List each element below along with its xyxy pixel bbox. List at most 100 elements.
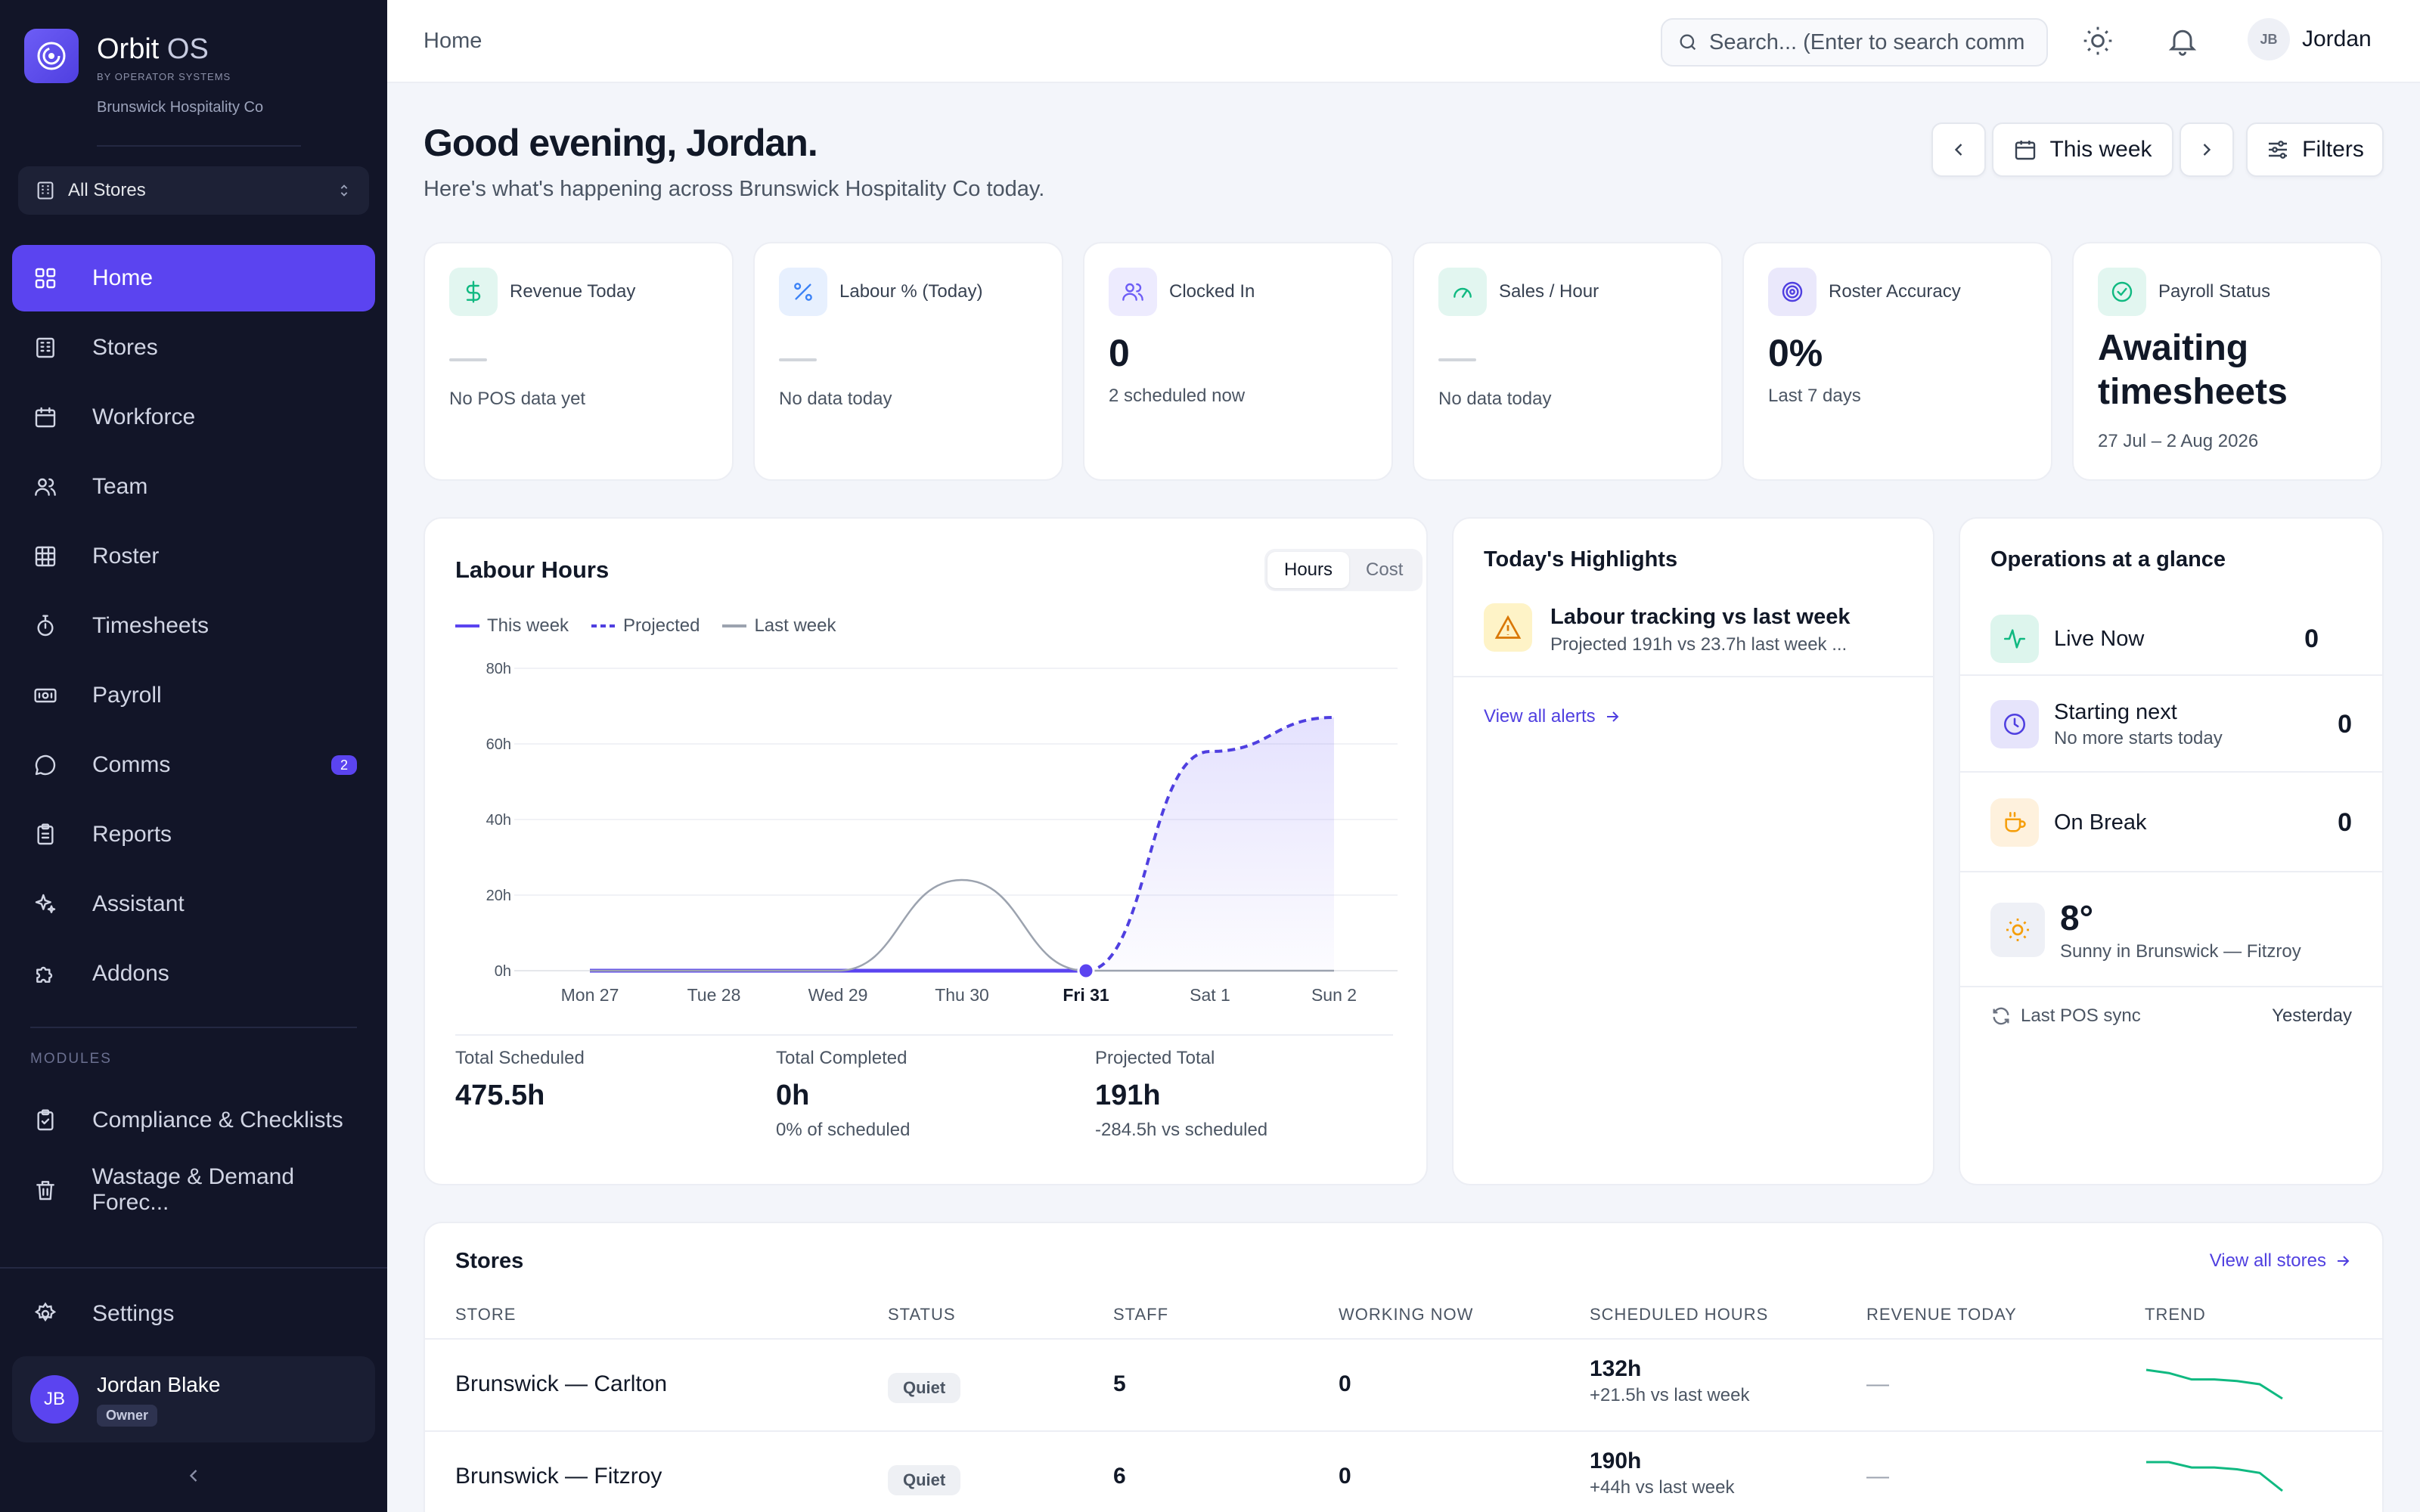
ops-label: Starting next	[2054, 699, 2177, 724]
sidebar-item-reports[interactable]: Reports	[12, 801, 375, 868]
table-icon	[30, 541, 60, 572]
highlight-subtitle: Projected 191h vs 23.7h last week ...	[1550, 634, 1848, 655]
breadcrumb[interactable]: Home	[424, 29, 482, 53]
collapse-sidebar-icon[interactable]	[183, 1465, 204, 1486]
column-header[interactable]: STAFF	[1113, 1305, 1169, 1324]
arrow-right-icon	[1606, 711, 1619, 722]
column-header[interactable]: SCHEDULED HOURS	[1590, 1305, 1769, 1324]
user-first-name: Jordan	[2302, 26, 2372, 51]
previous-period-button[interactable]	[1931, 122, 1986, 177]
sidebar-item-comms[interactable]: Comms 2	[12, 732, 375, 798]
ops-value: 0	[2338, 709, 2352, 739]
trash-icon	[30, 1175, 60, 1205]
series-line-last-week	[589, 878, 1334, 972]
y-tick-label: 20h	[486, 888, 511, 904]
page-title: Good evening, Jordan.	[424, 122, 818, 164]
status-badge: Quiet	[888, 1465, 961, 1495]
store-selector[interactable]: All Stores	[18, 166, 369, 215]
chevron-right-icon	[2203, 144, 2211, 156]
sidebar-item-workforce[interactable]: Workforce	[12, 384, 375, 451]
kpi-card[interactable]: Clocked In 0 2 scheduled now	[1083, 242, 1393, 481]
column-header[interactable]: STATUS	[888, 1305, 956, 1324]
kpi-subtitle: Last 7 days	[1768, 386, 1861, 406]
kpi-title: Roster Accuracy	[1829, 281, 1961, 302]
theme-toggle-button[interactable]	[2081, 24, 2114, 57]
next-period-button[interactable]	[2180, 122, 2234, 177]
sidebar-item-label: Payroll	[92, 683, 162, 708]
sidebar-item-roster[interactable]: Roster	[12, 523, 375, 590]
column-header[interactable]: WORKING NOW	[1339, 1305, 1474, 1324]
sidebar-item-settings[interactable]: Settings	[12, 1281, 375, 1347]
sidebar-item-assistant[interactable]: Assistant	[12, 871, 375, 937]
users-icon	[30, 472, 60, 502]
view-all-stores-link[interactable]: View all stores	[2210, 1250, 2352, 1272]
view-all-alerts-link[interactable]: View all alerts	[1484, 706, 1621, 727]
notifications-button[interactable]	[2166, 24, 2199, 57]
toggle-hours[interactable]: Hours	[1267, 552, 1350, 588]
sidebar-item-timesheets[interactable]: Timesheets	[12, 593, 375, 659]
kpi-card[interactable]: Roster Accuracy 0% Last 7 days	[1742, 242, 2052, 481]
ops-row-starting-next[interactable]: Starting next No more starts today 0	[1960, 677, 2382, 773]
topbar: Home JB Jordan	[387, 0, 2420, 83]
kpi-subtitle: No POS data yet	[449, 389, 586, 409]
sidebar-item-label: Wastage & Demand Forec...	[92, 1164, 295, 1215]
search-box[interactable]	[1661, 18, 2048, 67]
filters-button[interactable]: Filters	[2246, 122, 2384, 177]
stat-projected-total: Projected Total 191h -284.5h vs schedule…	[1095, 1048, 1268, 1140]
kpi-title: Payroll Status	[2158, 281, 2271, 302]
page-subtitle: Here's what's happening across Brunswick…	[424, 177, 1045, 201]
chevron-updown-icon	[340, 184, 348, 197]
x-tick-label: Tue 28	[687, 985, 741, 1005]
search-input[interactable]	[1709, 29, 2027, 55]
x-tick-label: Wed 29	[808, 985, 868, 1005]
kpi-card[interactable]: Labour % (Today) No data today	[753, 242, 1063, 481]
stat-total-scheduled: Total Scheduled 475.5h	[455, 1048, 585, 1111]
status-badge: Quiet	[888, 1373, 961, 1403]
sidebar-module-item[interactable]: Compliance & Checklists	[12, 1087, 375, 1154]
ops-value: 0	[2338, 807, 2352, 837]
working-now-count: 0	[1339, 1464, 1351, 1489]
sidebar-item-team[interactable]: Team	[12, 454, 375, 520]
scheduled-hours: 132h +21.5h vs last week	[1590, 1356, 1750, 1405]
x-tick-label: Fri 31	[1063, 985, 1109, 1005]
weather-desc: Sunny in Brunswick — Fitzroy	[2060, 941, 2301, 962]
toggle-cost[interactable]: Cost	[1366, 559, 1404, 580]
sidebar-item-label: Roster	[92, 544, 160, 569]
modules-heading: MODULES	[30, 1051, 112, 1067]
sidebar-item-home[interactable]: Home	[12, 245, 375, 311]
sun-icon	[1990, 903, 2045, 957]
sidebar-module-item[interactable]: Wastage & Demand Forec...	[12, 1157, 375, 1223]
scheduled-hours: 190h +44h vs last week	[1590, 1448, 1735, 1498]
sidebar-item-label: Team	[92, 474, 148, 499]
sidebar-item-stores[interactable]: Stores	[12, 314, 375, 381]
column-header[interactable]: STORE	[455, 1305, 517, 1324]
kpi-card[interactable]: Revenue Today No POS data yet	[424, 242, 734, 481]
column-header[interactable]: REVENUE TODAY	[1866, 1305, 2017, 1324]
kpi-card[interactable]: Payroll Status Awaiting timesheets 27 Jul …	[2072, 242, 2382, 481]
sidebar-item-label: Comms	[92, 752, 171, 777]
x-tick-label: Mon 27	[561, 985, 619, 1005]
brand[interactable]: Orbit OS BY OPERATOR SYSTEMS	[24, 29, 231, 83]
table-row[interactable]	[425, 1432, 2382, 1512]
user-menu[interactable]: JB Jordan	[2248, 18, 2372, 60]
sidebar-item-payroll[interactable]: Payroll	[12, 662, 375, 729]
highlight-item[interactable]: Labour tracking vs last week Projected 1…	[1484, 603, 1850, 655]
pos-sync-value: Yesterday	[2272, 1005, 2352, 1026]
ops-label: Live Now	[2054, 626, 2145, 651]
ops-row-on-break[interactable]: On Break 0	[1960, 774, 2382, 872]
user-card[interactable]: JB Jordan Blake Owner	[12, 1356, 375, 1442]
y-tick-label: 0h	[495, 963, 511, 980]
ops-row-live-now[interactable]: Live Now 0	[1960, 603, 2382, 676]
kpi-card[interactable]: Sales / Hour No data today	[1413, 242, 1723, 481]
operations-title: Operations at a glance	[1990, 547, 2226, 572]
table-row[interactable]	[425, 1340, 2382, 1430]
period-picker-button[interactable]: This week	[1992, 122, 2173, 177]
hours-cost-toggle[interactable]: Hours Cost	[1264, 549, 1423, 591]
sidebar-item-addons[interactable]: Addons	[12, 940, 375, 1007]
sidebar-item-label: Stores	[92, 335, 158, 360]
column-header[interactable]: TREND	[2145, 1305, 2206, 1324]
store-name[interactable]: Brunswick — Fitzroy	[455, 1464, 662, 1489]
store-name[interactable]: Brunswick — Carlton	[455, 1371, 668, 1396]
kpi-subtitle: No data today	[779, 389, 892, 409]
y-tick-label: 60h	[486, 736, 511, 753]
